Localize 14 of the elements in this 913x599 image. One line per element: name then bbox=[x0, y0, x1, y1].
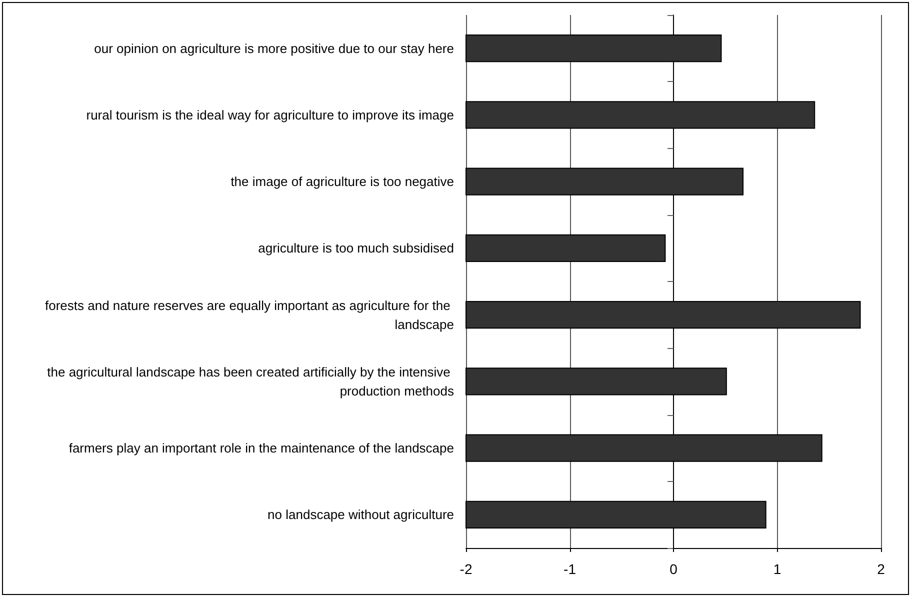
y-tick-label: agriculture is too much subsidised bbox=[258, 240, 454, 256]
y-tick-label: forests and nature reserves are equally important as agriculture for the landscape bbox=[45, 298, 454, 332]
x-tick-label: 0 bbox=[670, 561, 678, 577]
x-tick-label: 2 bbox=[877, 561, 886, 577]
y-tick-label: rural tourism is the ideal way for agriculture to improve its image bbox=[86, 107, 454, 122]
y-tick-label: the image of agriculture is too negative bbox=[230, 174, 454, 190]
x-tick-label: -1 bbox=[564, 561, 576, 577]
x-tick-label: 1 bbox=[773, 561, 782, 577]
y-tick-label: farmers play an important role in the maintenance of the landscape bbox=[68, 440, 454, 456]
y-tick-label: our opinion on agriculture is more positive due to our stay here bbox=[94, 40, 454, 56]
bar bbox=[466, 234, 666, 262]
x-tick-label: -2 bbox=[460, 561, 472, 577]
y-tick-label: the agricultural landscape has been created artificially by the intensive production methods bbox=[47, 364, 454, 398]
y-tick-label: no landscape without agriculture bbox=[268, 507, 454, 522]
